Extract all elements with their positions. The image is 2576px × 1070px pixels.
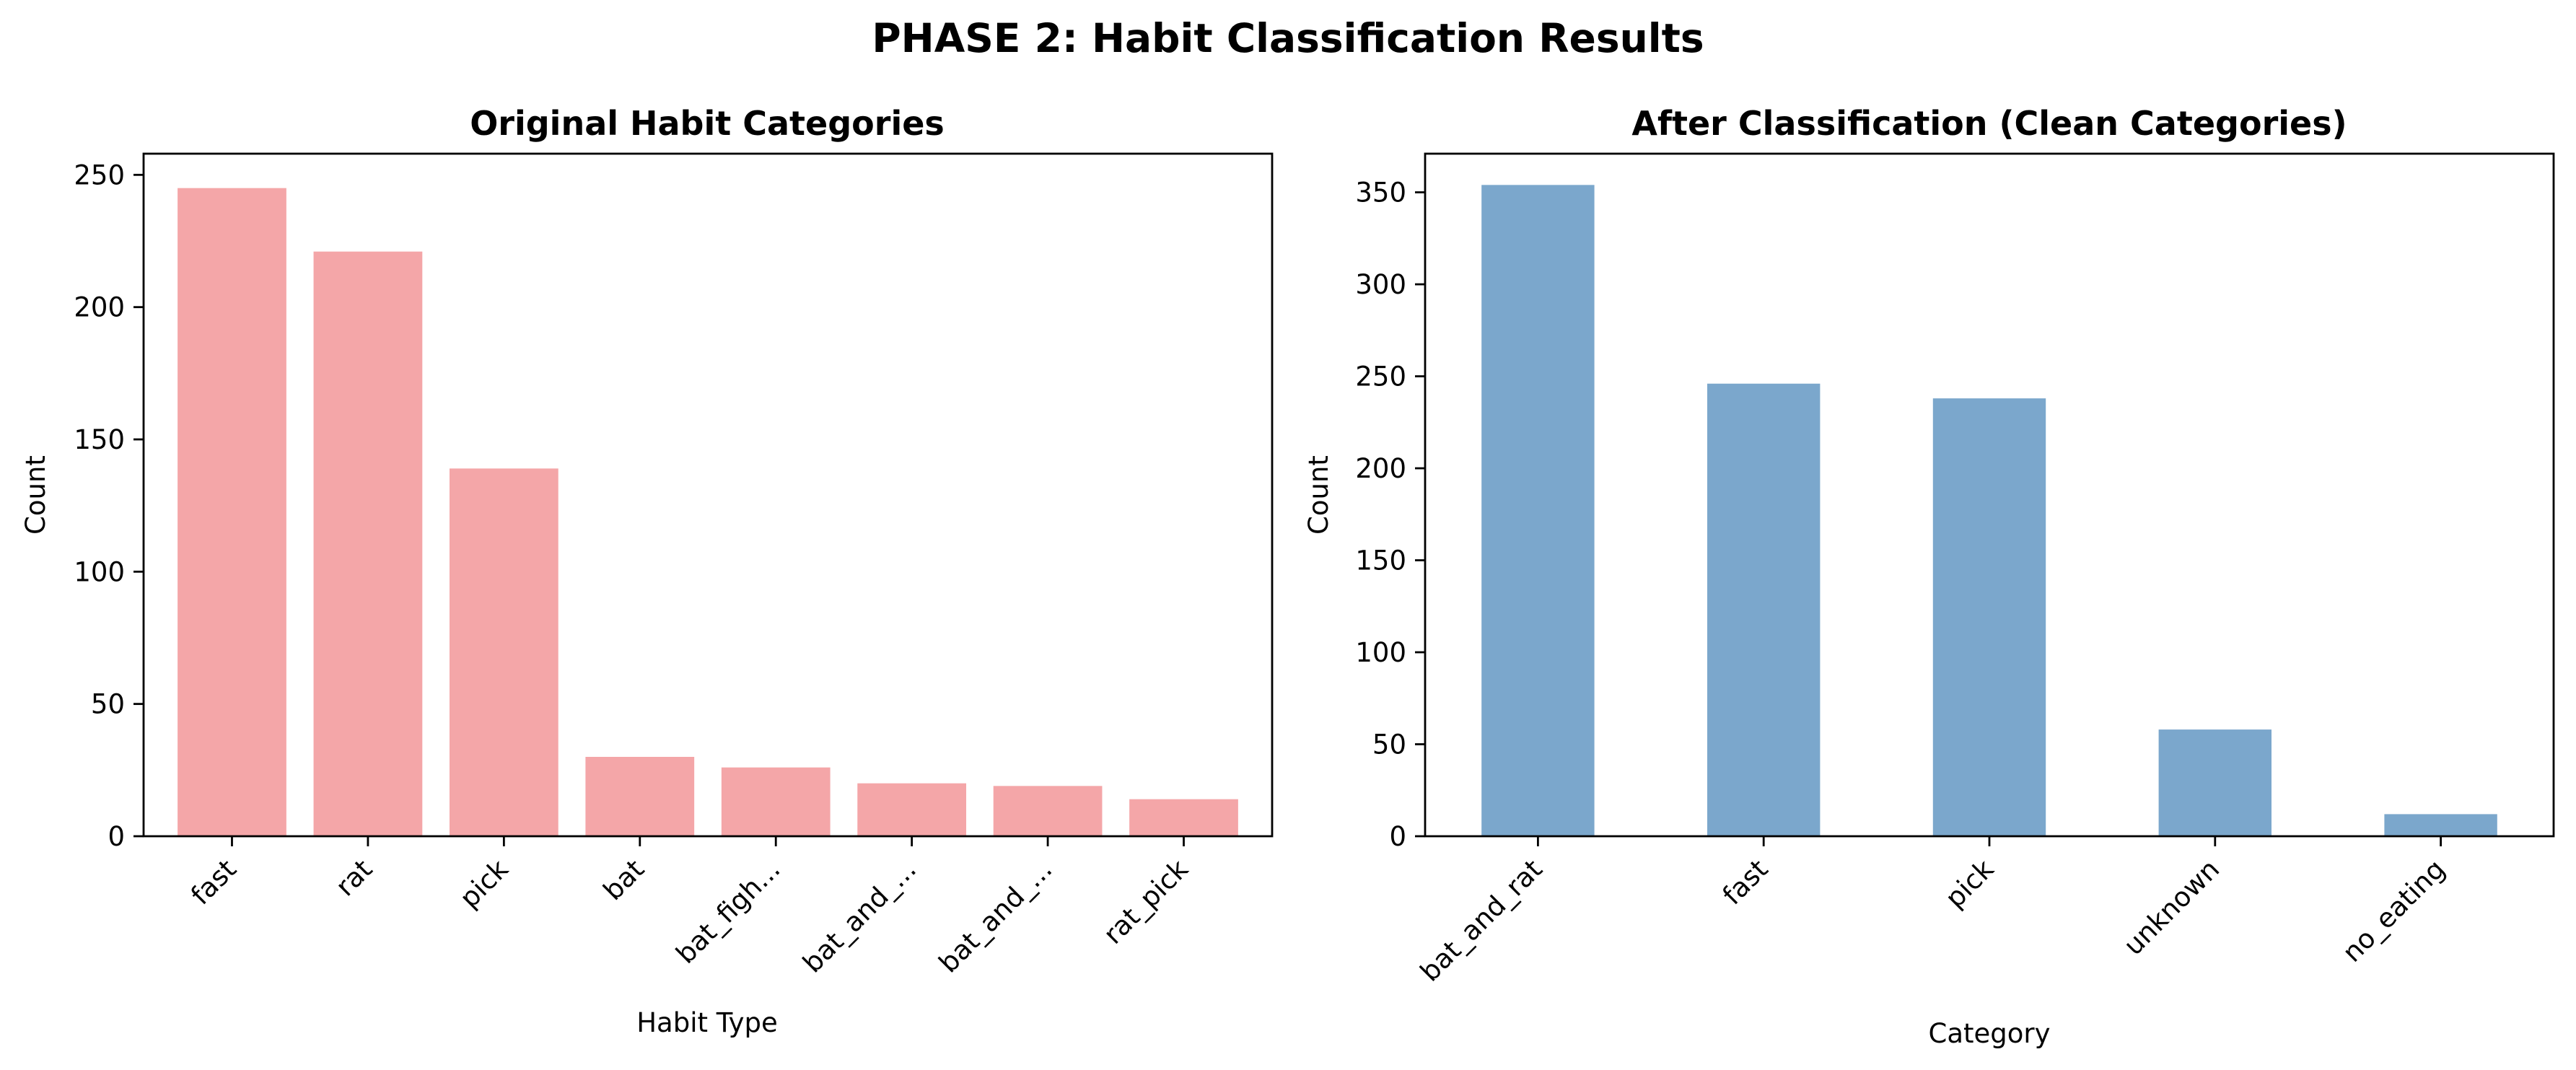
y-tick-label: 350: [1355, 177, 1406, 209]
panel-title: After Classification (Clean Categories): [1631, 104, 2347, 143]
bar-4: [585, 757, 695, 836]
y-tick-label: 200: [74, 292, 125, 323]
plot-frame: [1424, 152, 2555, 838]
bar-1: [1481, 185, 1595, 836]
x-tick-label: bat: [597, 854, 650, 906]
bar-5: [721, 767, 831, 836]
x-tick-label: unknown: [2118, 854, 2225, 961]
y-tick-label: 100: [1355, 637, 1406, 668]
x-tick-label: rat_pick: [1098, 854, 1194, 950]
bar-5: [2384, 814, 2497, 836]
y-tick-label: 0: [1389, 821, 1406, 852]
x-tick-label: no_eating: [2336, 854, 2451, 968]
y-axis-ticks: 0 50 100 150 200 250: [74, 159, 144, 852]
y-tick-label: 100: [74, 556, 125, 587]
bar-2: [313, 251, 423, 837]
x-tick-label: bat_figh...: [670, 854, 787, 970]
y-axis-label: Count: [1303, 455, 1334, 535]
bar-3: [449, 468, 558, 836]
bars-group: [178, 188, 1238, 837]
y-tick-label: 250: [1355, 361, 1406, 393]
x-tick-label: pick: [454, 854, 514, 914]
x-axis-ticks: fast rat pick bat bat_figh... bat_and_... bat_…: [185, 836, 1194, 979]
y-axis-label: Count: [20, 455, 51, 535]
x-tick-label: rat: [330, 854, 378, 902]
clean-categories-panel: After Classification (Clean Categories) …: [1303, 104, 2555, 1049]
x-tick-label: bat_and_...: [797, 854, 922, 979]
x-tick-label: bat_and_rat: [1414, 854, 1548, 988]
x-tick-label: fast: [1717, 854, 1774, 911]
y-tick-label: 200: [1355, 453, 1406, 484]
x-tick-label: bat_and_...: [933, 854, 1059, 979]
panel-title: Original Habit Categories: [470, 104, 945, 143]
bars-group: [1481, 185, 2497, 836]
x-axis-ticks: bat_and_rat fast pick unknown no_eating: [1414, 836, 2451, 988]
y-tick-label: 250: [74, 159, 125, 190]
y-tick-label: 50: [1372, 729, 1406, 760]
bar-3: [1932, 398, 2046, 836]
y-tick-label: 150: [74, 424, 125, 455]
bar-7: [993, 786, 1103, 836]
bar-2: [1707, 383, 1821, 836]
y-axis-ticks: 0 50 100 150 200 250 300 350: [1355, 177, 1425, 852]
x-axis-label: Habit Type: [636, 1007, 778, 1038]
bar-1: [178, 188, 286, 837]
x-tick-label: fast: [185, 854, 242, 911]
y-tick-label: 50: [91, 689, 125, 720]
bar-8: [1129, 799, 1238, 836]
x-axis-label: Category: [1928, 1018, 2050, 1049]
y-tick-label: 0: [108, 821, 125, 852]
bar-6: [857, 783, 967, 836]
original-categories-panel: Original Habit Categories 0 50 100 150 200 25…: [20, 104, 1274, 1038]
y-tick-label: 150: [1355, 545, 1406, 576]
figure-suptitle: PHASE 2: Habit Classification Results: [872, 15, 1704, 61]
y-tick-label: 300: [1355, 269, 1406, 300]
bar-4: [2158, 729, 2271, 836]
x-tick-label: pick: [1940, 854, 2000, 914]
plot-frame: [142, 152, 1274, 838]
